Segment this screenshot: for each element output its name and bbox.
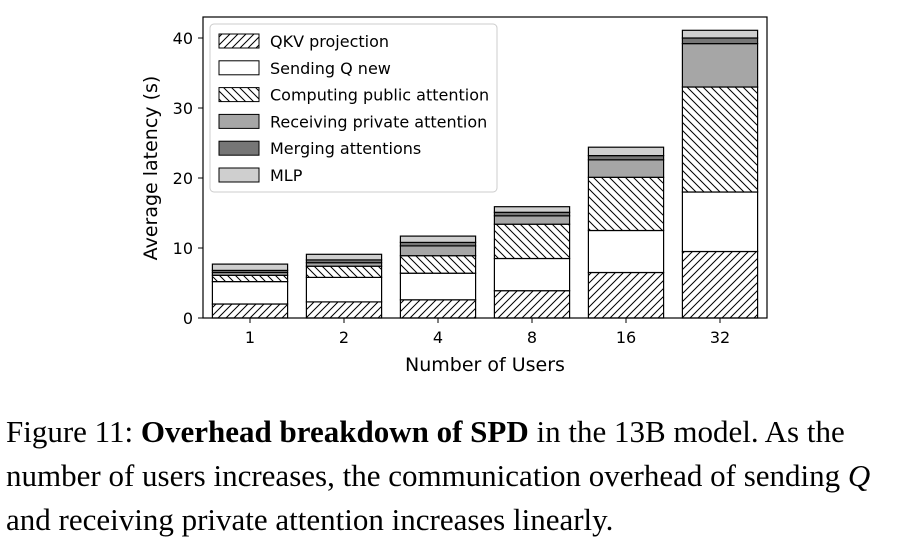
bar-segment-4-0 bbox=[399, 299, 477, 319]
bar-segment-8-2 bbox=[493, 223, 571, 260]
bar-segment-2-5 bbox=[305, 253, 383, 261]
caption-text-1: in the 13B model. As the number of users… bbox=[6, 414, 848, 493]
caption-bold: Overhead breakdown of SPD bbox=[140, 414, 529, 449]
bar-segment-1-2 bbox=[211, 274, 289, 283]
legend-swatch-0 bbox=[218, 33, 260, 49]
bar-segment-2-1 bbox=[305, 276, 383, 303]
x-tick-label-4: 4 bbox=[433, 328, 443, 347]
legend-label-0: QKV projection bbox=[270, 32, 389, 51]
x-tick-label-1: 1 bbox=[245, 328, 255, 347]
legend-label-5: MLP bbox=[270, 166, 303, 185]
y-tick-label-10: 10 bbox=[173, 239, 193, 258]
bar-segment-1-0 bbox=[211, 303, 289, 319]
axes-group: 1 2 4 8 16 32 0 10 20 30 40 bbox=[173, 16, 768, 347]
bar-segment-4-2 bbox=[399, 255, 477, 274]
bar-segment-32-2 bbox=[681, 86, 759, 193]
legend-label-3: Receiving private attention bbox=[270, 112, 487, 131]
bar-segment-16-0 bbox=[587, 271, 665, 319]
caption-text-2: and receiving private attention increase… bbox=[6, 502, 614, 537]
bar-segment-4-1 bbox=[399, 272, 477, 301]
legend-swatch-3 bbox=[218, 113, 260, 129]
bar-segment-8-3 bbox=[493, 215, 571, 225]
bar-segment-32-4 bbox=[681, 37, 759, 45]
x-tick-label-8: 8 bbox=[527, 328, 537, 347]
x-tick-label-32: 32 bbox=[710, 328, 730, 347]
plot-frame bbox=[202, 16, 768, 319]
y-tick-label-0: 0 bbox=[183, 309, 193, 328]
bar-segment-1-5 bbox=[211, 263, 289, 272]
bar-segment-16-3 bbox=[587, 159, 665, 178]
bar-segment-8-1 bbox=[493, 257, 571, 292]
legend-swatch-1 bbox=[218, 60, 260, 76]
bar-segment-32-1 bbox=[681, 191, 759, 253]
x-tick-label-2: 2 bbox=[339, 328, 349, 347]
bar-segment-16-5 bbox=[587, 146, 665, 157]
bar-segment-4-5 bbox=[399, 235, 477, 244]
legend-swatch-2 bbox=[218, 87, 260, 103]
y-tick-label-40: 40 bbox=[173, 29, 193, 48]
y-tick-label-20: 20 bbox=[173, 169, 193, 188]
bar-segment-16-1 bbox=[587, 229, 665, 274]
bar-segment-16-2 bbox=[587, 176, 665, 232]
bar-segment-32-0 bbox=[681, 250, 759, 319]
bar-segment-8-0 bbox=[493, 290, 571, 319]
bars-group bbox=[211, 29, 759, 319]
legend-swatch-5 bbox=[218, 167, 260, 183]
legend-label-1: Sending Q new bbox=[270, 59, 391, 78]
legend-label-2: Computing public attention bbox=[270, 86, 489, 105]
bar-segment-4-3 bbox=[399, 245, 477, 257]
legend-swatch-4 bbox=[218, 140, 260, 156]
bar-segment-1-1 bbox=[211, 281, 289, 305]
legend-box bbox=[209, 23, 498, 193]
x-axis-label: Number of Users bbox=[405, 354, 565, 376]
bar-segment-2-2 bbox=[305, 265, 383, 279]
bar-segment-32-3 bbox=[681, 42, 759, 88]
legend: QKV projection Sending Q new Computing pub… bbox=[209, 23, 498, 193]
bar-segment-16-4 bbox=[587, 155, 665, 161]
bar-segment-8-5 bbox=[493, 206, 571, 213]
y-tick-label-30: 30 bbox=[173, 99, 193, 118]
caption-prefix: Figure 11: bbox=[6, 414, 141, 449]
bar-segment-32-5 bbox=[681, 29, 759, 39]
bar-segment-2-0 bbox=[305, 301, 383, 319]
legend-label-4: Merging attentions bbox=[270, 139, 421, 158]
x-tick-label-16: 16 bbox=[616, 328, 636, 347]
caption-italic-q: Q bbox=[847, 458, 871, 493]
stacked-bar-chart: 1 2 4 8 16 32 0 10 20 30 40 QKV projection Sending … bbox=[140, 16, 768, 376]
figure-caption: Figure 11: Overhead breakdown of SPD in … bbox=[6, 410, 912, 542]
y-axis-label: Average latency (s) bbox=[140, 76, 162, 261]
